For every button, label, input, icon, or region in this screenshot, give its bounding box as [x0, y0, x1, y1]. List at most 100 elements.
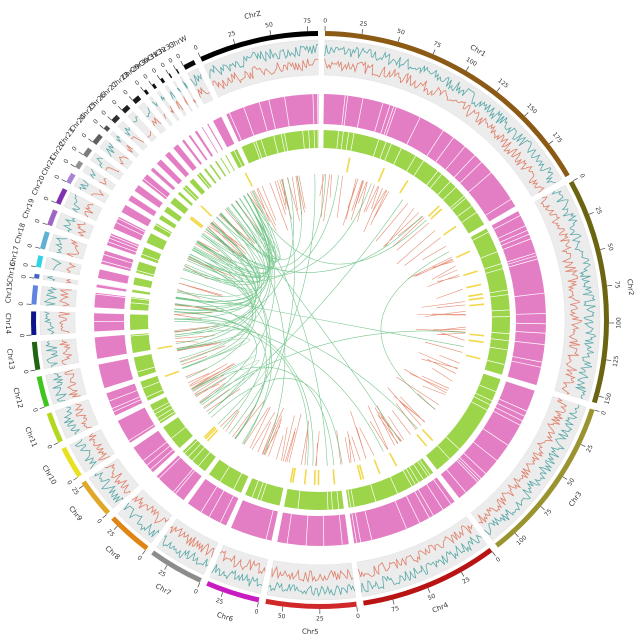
yellow-track: [356, 452, 398, 480]
track-line: [66, 262, 77, 274]
tick-label: 0: [111, 99, 119, 107]
pink-track: [231, 500, 279, 541]
pink-track: [156, 455, 202, 501]
yellow-track: [244, 172, 253, 187]
chromosome: 0 25 50 75 100 125 150 Chr2: [456, 173, 635, 405]
track-line: [197, 86, 210, 98]
chromosome-arc: [132, 95, 142, 104]
tick-label: 0: [65, 479, 73, 486]
tick-label: 0: [100, 109, 108, 117]
track-line: [192, 99, 196, 104]
tick-mark: [580, 444, 586, 447]
tick-label: 0: [18, 302, 25, 306]
tick-mark: [180, 60, 184, 66]
tick-label: 0: [134, 79, 141, 87]
track-gaps: [128, 401, 175, 444]
track-line: [147, 131, 151, 138]
tick-label: 25: [359, 20, 368, 28]
chromosome-label: Chr13: [5, 348, 16, 370]
track-line: [65, 279, 72, 284]
tick-mark: [39, 406, 45, 410]
track-line: [130, 136, 145, 143]
track-gaps: [142, 426, 186, 470]
track-line: [126, 144, 133, 153]
track-gaps: [106, 234, 159, 261]
track-background: [187, 67, 214, 105]
track-background: [82, 165, 116, 191]
tick-mark: [496, 87, 501, 92]
track-line: [43, 311, 55, 335]
chromosome-label: ChrZ: [244, 10, 263, 22]
pink-track: [134, 185, 163, 208]
yellow-track: [200, 205, 213, 217]
pink-track: [277, 512, 349, 546]
pink-track: [349, 477, 455, 544]
tick-mark: [356, 606, 358, 612]
tick-mark: [562, 476, 568, 480]
track-gaps: [108, 381, 163, 417]
tick-mark: [548, 140, 554, 145]
tick-label: 0: [95, 518, 103, 526]
chromosome-arc: [206, 581, 260, 603]
chromosome-arc: [363, 547, 493, 606]
track-background: [137, 102, 167, 134]
track-gaps: [214, 161, 226, 177]
track-line: [72, 194, 81, 213]
track-line: [94, 471, 124, 503]
track-line: [88, 433, 111, 461]
tick-label: 25: [227, 30, 237, 39]
pink-track: [94, 313, 125, 332]
chromosome-label: Chr2: [625, 279, 635, 296]
track-background: [266, 560, 356, 601]
track-line: [63, 406, 80, 435]
track-line: [219, 550, 266, 575]
pink-track: [187, 479, 239, 526]
track-line: [74, 439, 98, 470]
track-gaps: [97, 334, 149, 360]
green-track: [209, 164, 222, 181]
tick-label: 75: [432, 40, 442, 50]
track-gaps: [164, 155, 186, 178]
track-line: [163, 114, 166, 119]
track-gaps: [184, 186, 198, 200]
chromosome-arc: [151, 83, 157, 90]
track-line: [169, 91, 176, 100]
tick-mark: [88, 138, 93, 143]
track-line: [212, 58, 319, 90]
tick-label: 25: [70, 486, 80, 496]
tick-label: 50: [606, 243, 615, 252]
tick-label: 0: [31, 407, 39, 413]
track-background: [534, 184, 601, 402]
pink-track: [96, 283, 127, 292]
track-line: [268, 581, 356, 598]
chromosome-arc: [31, 285, 39, 305]
tick-label: 0: [22, 369, 30, 374]
track-line: [209, 44, 319, 79]
tick-label: 50: [566, 477, 576, 487]
chromosome-arc: [74, 160, 84, 170]
tick-mark: [35, 246, 41, 249]
track-line: [119, 156, 129, 165]
green-track: [164, 206, 182, 222]
tick-label: 50: [265, 21, 274, 29]
chromosome-arc: [568, 180, 609, 404]
tick-mark: [73, 477, 78, 481]
green-track: [470, 228, 510, 375]
chromosome: 0 25 50 75 ChrZ: [193, 10, 319, 164]
pink-track: [150, 167, 176, 191]
tick-label: 0: [92, 118, 100, 126]
pink-track: [213, 116, 235, 148]
track-gaps: [116, 218, 163, 251]
track-gaps: [97, 278, 152, 289]
track-line: [51, 257, 62, 271]
track-line: [477, 397, 567, 524]
chromosome-arc: [61, 446, 82, 478]
chromosome-label: Chr14: [4, 313, 12, 335]
